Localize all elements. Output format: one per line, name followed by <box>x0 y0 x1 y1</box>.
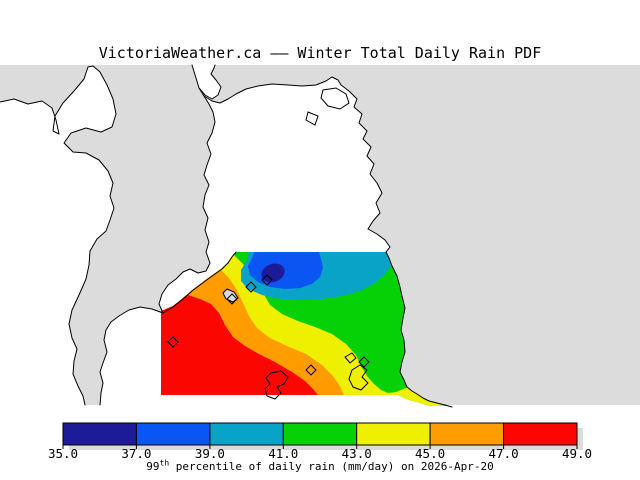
coastline-peninsula-north <box>203 76 391 253</box>
colorbar-segment <box>356 422 431 446</box>
colorbar-segment <box>62 422 137 446</box>
station-marker <box>167 336 179 348</box>
colorbar-segment <box>282 422 358 446</box>
land-peninsula-north <box>159 77 390 313</box>
land-swartz-bay-tongue <box>192 65 221 99</box>
colorbar-caption: 99th percentile of daily rain (mm/day) o… <box>0 458 640 473</box>
colorbar-segment <box>209 422 284 446</box>
coastline-east <box>385 251 453 408</box>
tick-label: 37.0 <box>121 446 151 461</box>
colorbar-segment <box>503 422 578 446</box>
trial-islands-outline <box>264 370 289 400</box>
station-marker <box>358 356 370 368</box>
coastline-swartz-tongue <box>191 64 222 100</box>
island-northeast-small <box>305 111 319 126</box>
station-marker <box>226 293 238 305</box>
station-marker <box>305 364 317 376</box>
colorbar-segment <box>429 422 505 446</box>
tick-label: 49.0 <box>562 446 592 461</box>
station-marker <box>261 274 273 286</box>
colorbar: 35.0 37.0 39.0 41.0 43.0 45.0 47.0 49.0 <box>48 422 592 461</box>
coastline-finlayson-arm <box>99 306 164 406</box>
tick-label: 47.0 <box>489 446 519 461</box>
caption-text: percentile of daily rain (mm/day) on 202… <box>169 460 494 473</box>
tick-label: 45.0 <box>415 446 445 461</box>
tick-label: 41.0 <box>268 446 298 461</box>
land-west <box>0 66 116 405</box>
contour-band-red <box>161 295 318 406</box>
page-title: VictoriaWeather.ca —— Winter Total Daily… <box>98 44 542 62</box>
coastline-west <box>0 65 117 406</box>
chatham-islet-outline <box>344 352 357 364</box>
chatham-islands-outline <box>348 364 369 391</box>
tick-label: 43.0 <box>342 446 372 461</box>
tick-label: 39.0 <box>195 446 225 461</box>
coastline-inlet-east-shore <box>158 87 237 314</box>
caption-superscript: th <box>159 458 170 468</box>
island-northeast-large <box>320 87 350 110</box>
caption-number: 99 <box>146 460 160 473</box>
station-markers <box>167 274 370 376</box>
tick-label: 35.0 <box>48 446 78 461</box>
colorbar-tick-labels: 35.0 37.0 39.0 41.0 43.0 45.0 47.0 49.0 <box>48 446 592 461</box>
colorbar-segment <box>135 422 211 446</box>
contour-band-navy <box>261 263 285 283</box>
station-marker <box>245 281 257 293</box>
colorbar-tickmarks <box>62 445 578 449</box>
